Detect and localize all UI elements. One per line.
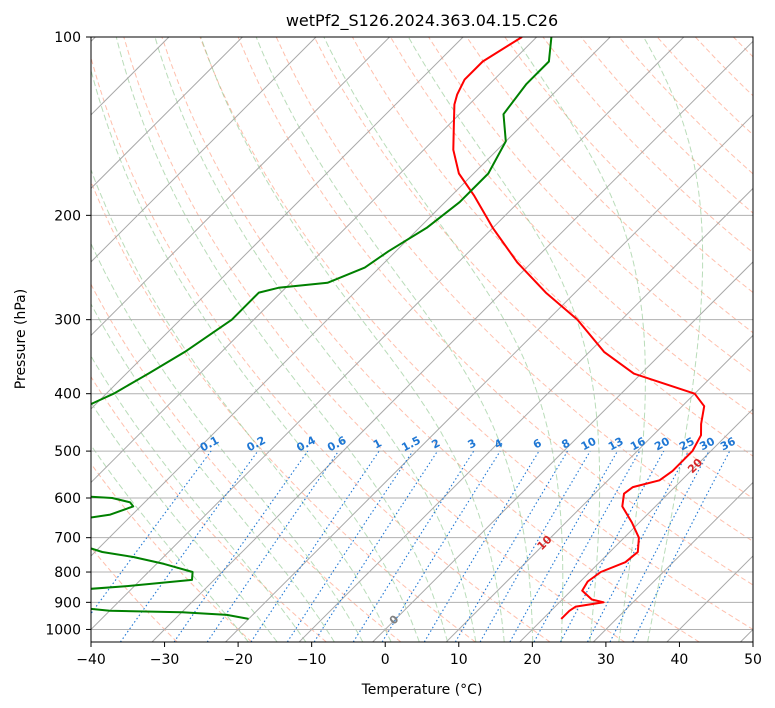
isotherm xyxy=(445,334,753,642)
x-tick-label: 40 xyxy=(671,652,689,668)
dry-adiabat xyxy=(91,375,327,642)
moist-adiabat xyxy=(91,68,420,642)
x-axis-label: Temperature (°C) xyxy=(361,682,483,698)
mixing-ratio-label: 20 xyxy=(652,435,672,454)
x-tick-label: −10 xyxy=(297,652,327,668)
moist-adiabat xyxy=(323,37,564,642)
isotherm xyxy=(519,408,753,642)
mixing-ratio-line xyxy=(286,450,414,642)
moist-adiabat xyxy=(91,242,364,642)
mixing-ratio-label: 25 xyxy=(677,435,697,454)
moist-adiabat xyxy=(91,401,278,642)
x-tick-label: −40 xyxy=(76,652,106,668)
temperature-line xyxy=(452,37,706,620)
moist-adiabat xyxy=(91,303,335,642)
mixing-ratio-label: 16 xyxy=(628,435,648,454)
moist-adiabat xyxy=(91,355,307,642)
mixing-ratio-line xyxy=(313,450,438,642)
dry-adiabat xyxy=(123,37,625,642)
isotherm xyxy=(592,481,753,642)
mixing-ratio-line xyxy=(381,450,501,642)
mixing-ratio-line xyxy=(352,450,475,642)
y-axis-label: Pressure (hPa) xyxy=(13,289,29,389)
moist-adiabat xyxy=(91,444,249,642)
mixing-ratio-line xyxy=(173,450,309,642)
dry-adiabat xyxy=(390,37,753,416)
mixing-ratio-line xyxy=(533,450,641,642)
plot-area xyxy=(91,37,753,642)
dry-adiabat xyxy=(199,37,753,630)
x-tick-label: 50 xyxy=(744,652,762,668)
dry-adiabat xyxy=(91,546,178,642)
isotherm xyxy=(372,261,753,642)
isotherm xyxy=(151,40,753,642)
isotherm xyxy=(91,37,243,190)
y-tick-label: 100 xyxy=(54,30,81,46)
mixing-ratio-label: 36 xyxy=(718,435,738,454)
mixing-ratio-line xyxy=(509,450,618,642)
y-tick-label: 600 xyxy=(54,491,81,507)
mixing-ratio-line xyxy=(119,450,259,642)
x-tick-label: 30 xyxy=(597,652,615,668)
dry-adiabat xyxy=(466,37,753,334)
y-tick-label: 1000 xyxy=(45,622,81,638)
isotherm xyxy=(91,37,685,631)
isotherm xyxy=(91,37,538,484)
moist-adiabat xyxy=(643,37,704,642)
axis-ticks: −40 −30 −20 −10 0 10 20 30 40 50 1000 900 800 700 600 5… xyxy=(45,30,762,668)
x-tick-label: 0 xyxy=(381,652,390,668)
mixing-ratio-line xyxy=(632,450,731,642)
mixing-ratio-label: 30 xyxy=(697,435,717,454)
mixing-ratio-line xyxy=(206,450,339,642)
mixing-ratio-line xyxy=(250,450,380,642)
moist-adiabat xyxy=(255,37,534,642)
moist-adiabat xyxy=(91,168,392,642)
y-tick-label: 200 xyxy=(54,208,81,224)
isotherm xyxy=(91,37,464,410)
moist-adiabat xyxy=(407,37,601,642)
y-tick-label: 700 xyxy=(54,531,81,547)
mixing-ratio-label: 10 xyxy=(579,435,599,454)
dry-adiabat xyxy=(237,37,753,586)
isotherm xyxy=(91,37,611,557)
moist-adiabat xyxy=(115,37,449,642)
moist-adiabat xyxy=(154,37,477,642)
mixing-ratio-label: 13 xyxy=(606,435,626,454)
x-tick-label: 20 xyxy=(523,652,541,668)
y-tick-label: 300 xyxy=(54,313,81,329)
x-tick-label: −20 xyxy=(223,652,253,668)
x-tick-label: 10 xyxy=(450,652,468,668)
dry-adiabat xyxy=(91,55,551,642)
isotherm xyxy=(298,187,753,642)
dry-adiabat xyxy=(91,462,253,642)
plot-frame xyxy=(90,36,754,643)
isotherm xyxy=(91,37,390,337)
mixing-ratio-line xyxy=(560,450,665,642)
moist-adiabat xyxy=(514,37,646,642)
mixing-ratio-line xyxy=(91,450,212,615)
y-tick-label: 900 xyxy=(54,595,81,611)
isotherm xyxy=(91,37,317,263)
dry-adiabat xyxy=(91,180,476,642)
dry-adiabat xyxy=(313,37,753,500)
y-tick-label: 800 xyxy=(54,565,81,581)
y-tick-label: 400 xyxy=(54,387,81,403)
dewpoint-line xyxy=(91,37,553,620)
x-tick-label: −30 xyxy=(150,652,180,668)
chart-title: wetPf2_S126.2024.363.04.15.C26 xyxy=(286,11,558,31)
isotherm xyxy=(225,114,753,642)
dry-adiabat xyxy=(504,37,753,294)
y-tick-label: 500 xyxy=(54,444,81,460)
